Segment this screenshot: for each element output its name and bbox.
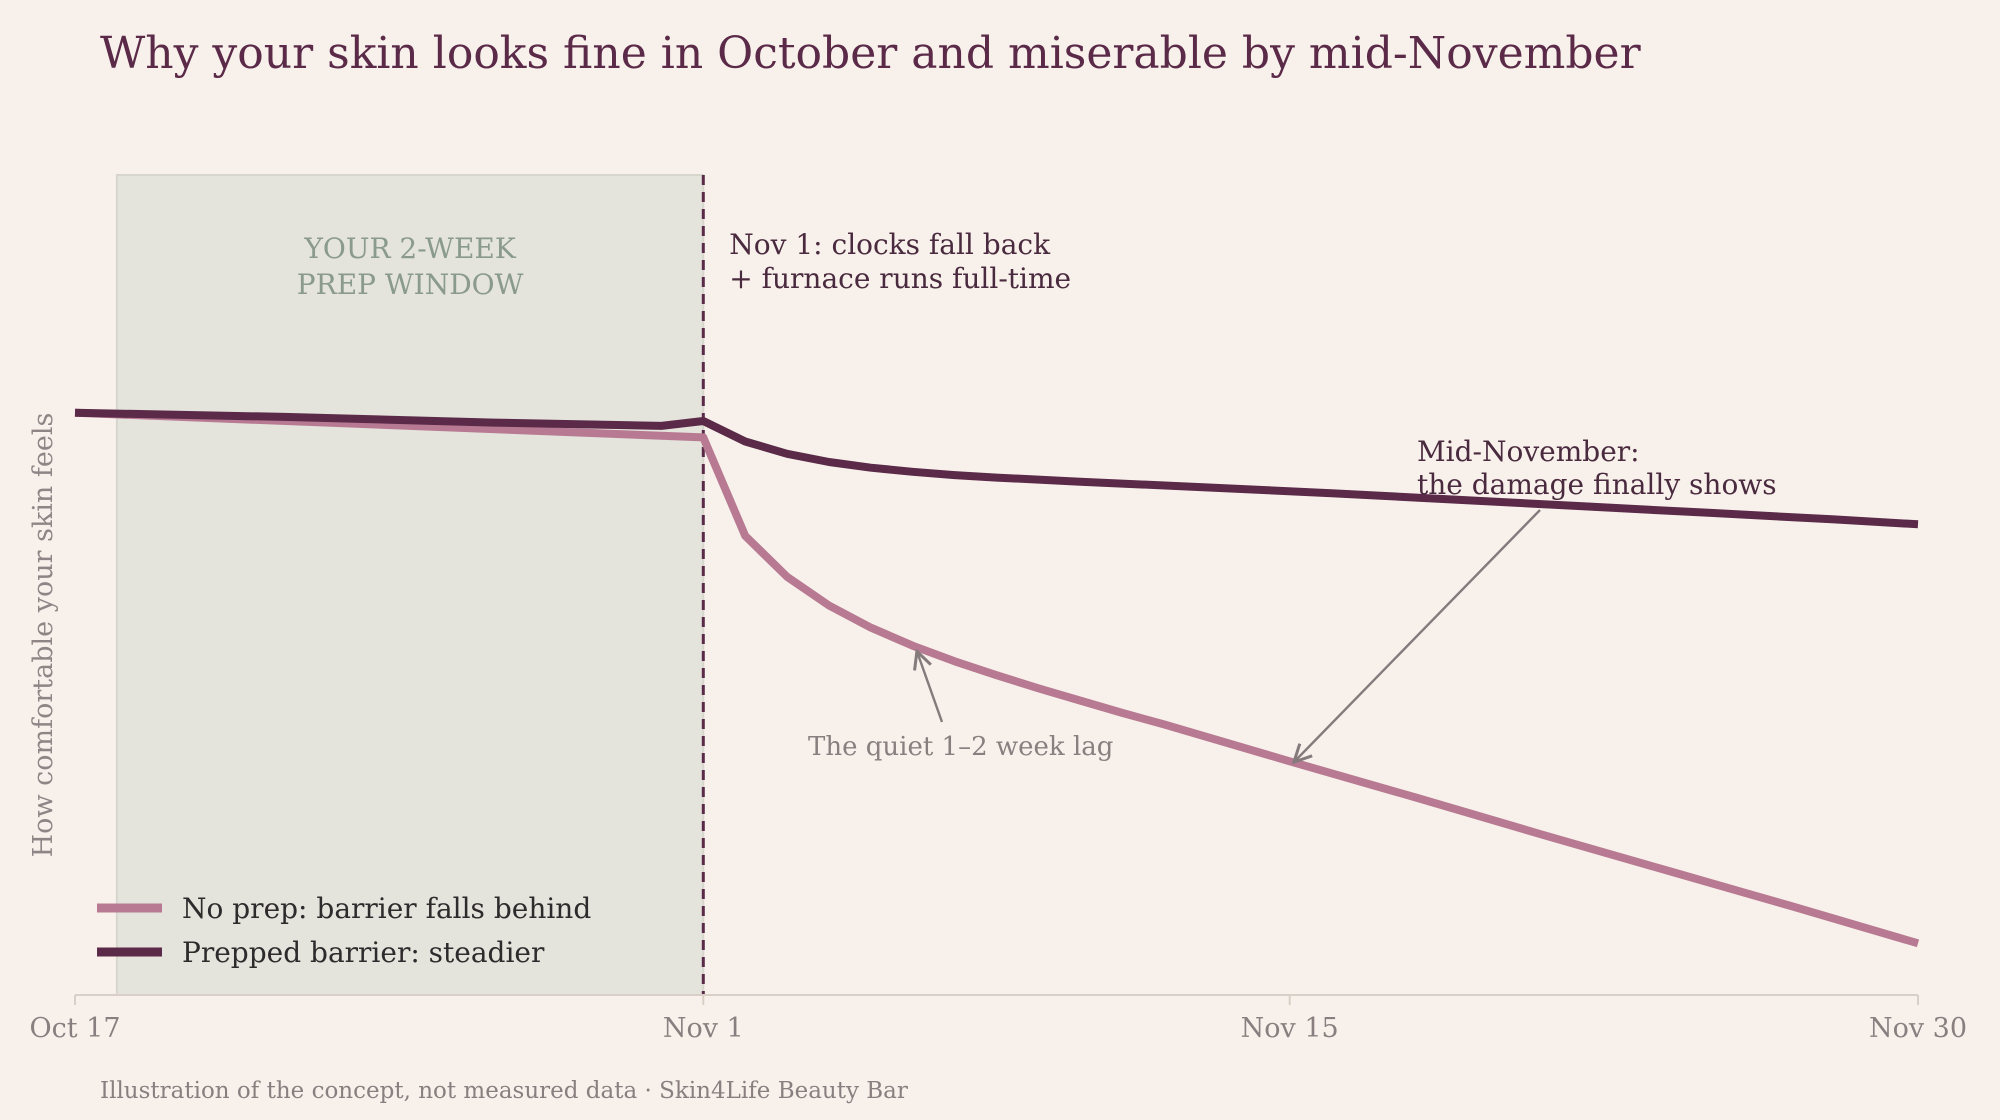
legend-label-no-prep: No prep: barrier falls behind: [182, 892, 591, 925]
x-tick-label: Nov 1: [663, 1013, 744, 1044]
event-annotation-line-1: Nov 1: clocks fall back: [729, 228, 1051, 261]
prep-window-band: [115, 174, 705, 996]
y-axis-label: How comfortable your skin feels: [28, 413, 59, 858]
x-axis-ticks: Oct 17 Nov 1 Nov 15 Nov 30: [29, 995, 1967, 1044]
legend: No prep: barrier falls behind Prepped ba…: [97, 892, 591, 969]
x-tick-label: Oct 17: [29, 1013, 120, 1044]
series-line-no-prep: [74, 408, 1920, 948]
prep-window-label-line-2: PREP WINDOW: [297, 268, 524, 301]
damage-annotation-line-1: Mid-November:: [1417, 435, 1640, 468]
series-line-prepped: [74, 408, 1919, 529]
damage-arrow: [1294, 509, 1541, 762]
legend-label-prepped: Prepped barrier: steadier: [182, 936, 545, 969]
lag-arrow: [917, 651, 944, 723]
series-lines: [74, 408, 1920, 948]
x-tick-label: Nov 15: [1241, 1013, 1339, 1044]
prep-window-label-line-1: YOUR 2-WEEK: [303, 232, 516, 265]
chart-title: Why your skin looks fine in October and …: [100, 28, 1642, 79]
footer-note: Illustration of the concept, not measure…: [100, 1078, 908, 1104]
damage-annotation-line-2: the damage finally shows: [1417, 468, 1777, 501]
event-annotation-line-2: + furnace runs full-time: [729, 262, 1071, 295]
x-tick-label: Nov 30: [1869, 1013, 1967, 1044]
lag-annotation: The quiet 1–2 week lag: [808, 732, 1113, 762]
